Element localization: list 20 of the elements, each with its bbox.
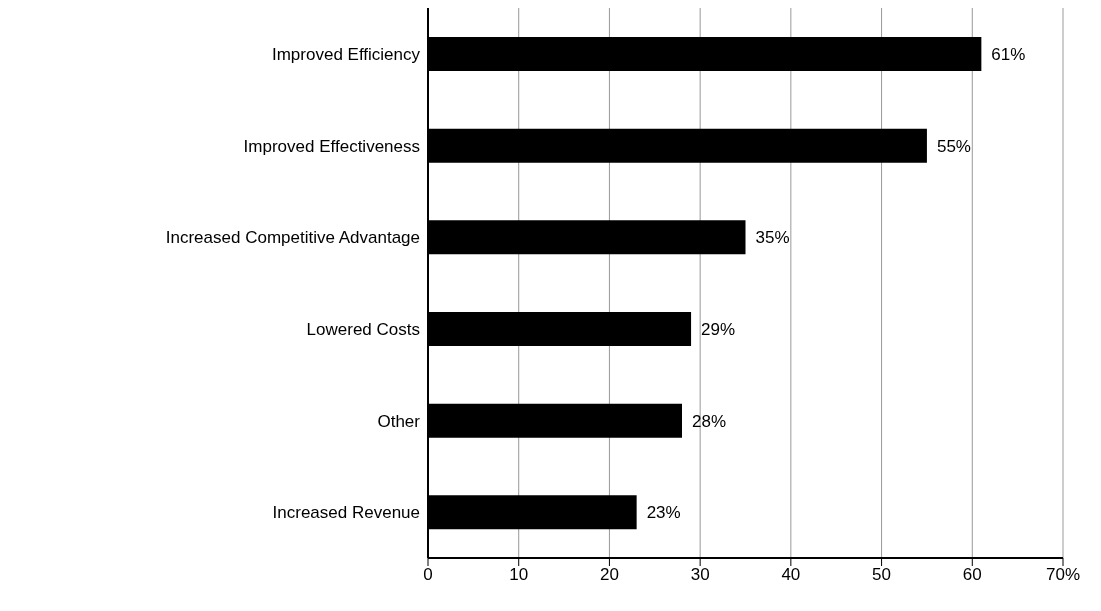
data-label: 61% <box>991 45 1026 65</box>
x-tick-label: 20 <box>599 565 619 585</box>
y-tick-label: Increased Competitive Advantage <box>165 228 420 248</box>
y-tick-label: Improved Effectiveness <box>243 136 420 156</box>
y-tick-label: Increased Revenue <box>272 503 420 523</box>
x-tick-label: 0 <box>423 565 433 585</box>
data-label: 55% <box>936 136 971 156</box>
data-label: 29% <box>701 320 736 340</box>
x-tick-label: 70% <box>1045 565 1081 585</box>
data-label: 35% <box>755 228 790 248</box>
data-label: 23% <box>646 503 681 523</box>
x-tick-label: 40 <box>781 565 801 585</box>
x-tick-label: 30 <box>690 565 710 585</box>
y-tick-label: Improved Efficiency <box>271 44 421 64</box>
x-tick-label: 60 <box>962 565 982 585</box>
x-tick-label: 10 <box>509 565 529 585</box>
y-tick-label: Lowered Costs <box>306 319 420 339</box>
y-tick-label: Other <box>377 411 421 431</box>
data-label: 28% <box>692 411 727 431</box>
x-tick-label: 50 <box>872 565 892 585</box>
